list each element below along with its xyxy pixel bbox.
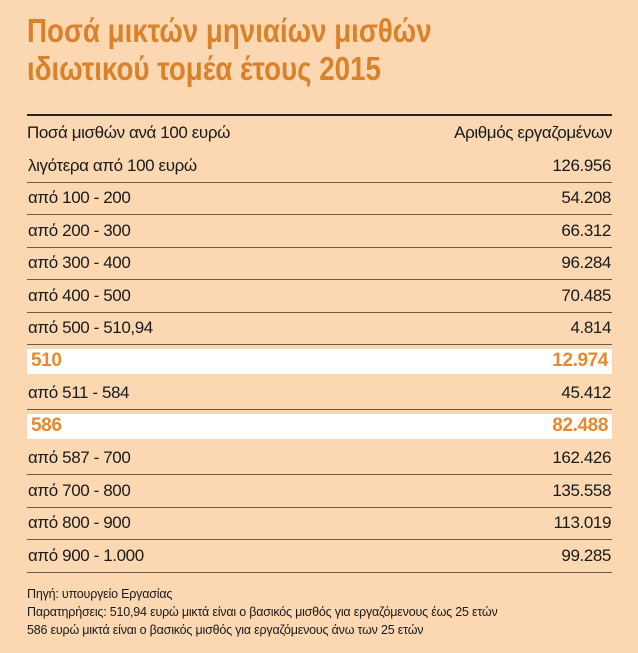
- cell-range: από 300 - 400: [28, 253, 131, 273]
- table-body: λιγότερα από 100 ευρώ 126.956 από 100 - 20…: [27, 150, 612, 573]
- cell-range: 586: [31, 415, 62, 437]
- cell-range: από 900 - 1.000: [28, 545, 144, 565]
- cell-range: από 587 - 700: [28, 448, 131, 468]
- table-header: Ποσά μισθών ανά 100 ευρώ Αριθμός εργαζομ…: [27, 116, 612, 150]
- cell-count: 126.956: [552, 155, 611, 175]
- cell-range: από 200 - 300: [28, 220, 131, 240]
- cell-count: 82.488: [552, 415, 608, 437]
- remark-note-2: 586 ευρώ μικτά είναι ο βασικός μισθός γι…: [27, 623, 424, 637]
- table-top-rule: [27, 114, 612, 116]
- table-row: από 587 - 700 162.426: [27, 443, 612, 475]
- cell-range: από 400 - 500: [28, 285, 131, 305]
- cell-count: 4.814: [570, 318, 611, 338]
- cell-count: 45.412: [561, 383, 611, 403]
- remark-note-1: Παρατηρήσεις: 510,94 ευρώ μικτά είναι ο …: [27, 605, 498, 619]
- table-row: από 100 - 200 54.208: [27, 183, 612, 215]
- table-row-highlighted: 510 12.974: [27, 345, 612, 378]
- cell-count: 162.426: [552, 448, 611, 468]
- table-row: από 200 - 300 66.312: [27, 215, 612, 248]
- table-row: από 511 - 584 45.412: [27, 378, 612, 410]
- column-header-range: Ποσά μισθών ανά 100 ευρώ: [27, 123, 230, 142]
- cell-count: 66.312: [561, 220, 611, 240]
- table-row: από 700 - 800 135.558: [27, 475, 612, 508]
- cell-count: 12.974: [552, 350, 608, 372]
- table-row: από 300 - 400 96.284: [27, 248, 612, 280]
- source-note: Πηγή: υπουργείο Εργασίας: [27, 587, 173, 601]
- notes: Πηγή: υπουργείο Εργασίας Παρατηρήσεις: 5…: [27, 585, 498, 639]
- page-title: Ποσά μικτών μηνιαίων μισθών ιδιωτικού το…: [27, 12, 432, 88]
- title-line-1: Ποσά μικτών μηνιαίων μισθών: [27, 12, 432, 49]
- cell-count: 99.285: [561, 545, 611, 565]
- table-row: λιγότερα από 100 ευρώ 126.956: [27, 150, 612, 183]
- table-row: από 400 - 500 70.485: [27, 280, 612, 313]
- table-row: από 500 - 510,94 4.814: [27, 313, 612, 345]
- cell-count: 70.485: [561, 285, 611, 305]
- cell-range: από 511 - 584: [28, 383, 130, 403]
- salary-table: Ποσά μισθών ανά 100 ευρώ Αριθμός εργαζομ…: [27, 114, 612, 573]
- cell-range: λιγότερα από 100 ευρώ: [28, 155, 197, 175]
- cell-range: από 800 - 900: [28, 513, 131, 533]
- cell-range: από 100 - 200: [28, 188, 131, 208]
- table-row: από 800 - 900 113.019: [27, 508, 612, 540]
- title-line-2: ιδιωτικού τομέα έτους 2015: [27, 50, 381, 87]
- cell-count: 135.558: [552, 480, 611, 500]
- cell-range: από 500 - 510,94: [28, 318, 153, 338]
- cell-count: 54.208: [561, 188, 611, 208]
- table-row-highlighted: 586 82.488: [27, 410, 612, 443]
- table-row: από 900 - 1.000 99.285: [27, 540, 612, 573]
- cell-count: 113.019: [553, 513, 612, 533]
- column-header-count: Αριθμός εργαζομένων: [454, 123, 612, 142]
- cell-count: 96.284: [561, 253, 611, 273]
- cell-range: 510: [31, 350, 62, 372]
- cell-range: από 700 - 800: [28, 480, 131, 500]
